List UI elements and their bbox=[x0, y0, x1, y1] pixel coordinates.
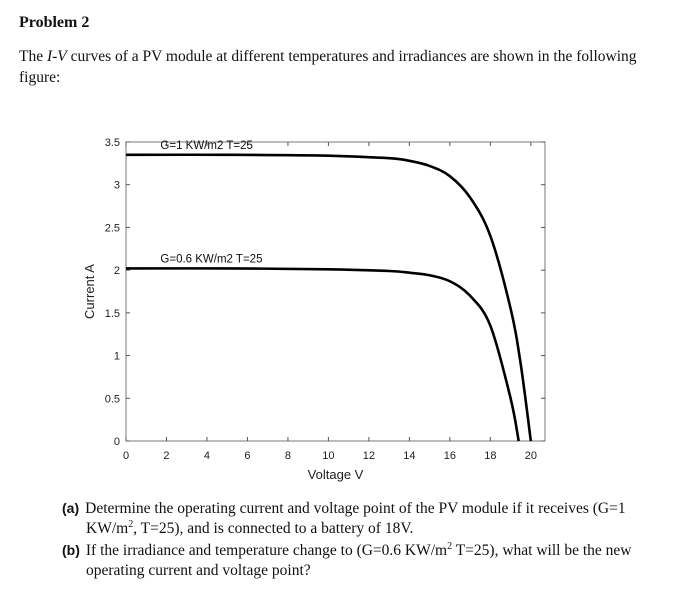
series-annotation-2: G=0.6 KW/m2 T=25 bbox=[160, 253, 262, 265]
question-b-label: (b) bbox=[62, 542, 80, 558]
x-tick-label: 12 bbox=[363, 450, 375, 462]
question-b: (b) If the irradiance and temperature cha… bbox=[62, 540, 662, 581]
series-line-1 bbox=[125, 153, 533, 442]
x-tick-label: 2 bbox=[163, 450, 169, 462]
problem-title: Problem 2 bbox=[19, 14, 90, 31]
x-axis-label: Voltage V bbox=[308, 467, 364, 482]
plot-frame bbox=[125, 141, 546, 442]
intro-text-end: curves of a PV module at different tempe… bbox=[19, 48, 637, 86]
y-tick-label: 0.5 bbox=[105, 393, 120, 405]
question-a: (a) Determine the operating current and v… bbox=[62, 498, 662, 539]
question-b-unit-exponent: 2 bbox=[447, 540, 453, 552]
y-tick-label: 1 bbox=[114, 351, 120, 363]
x-tick-label: 4 bbox=[204, 450, 210, 462]
x-tick-label: 20 bbox=[525, 450, 537, 462]
x-tick-label: 14 bbox=[403, 450, 415, 462]
y-tick-label: 0 bbox=[114, 436, 120, 448]
question-a-line2: KW/m2, T=25), and is connected to a batt… bbox=[62, 519, 662, 539]
question-a-unit: KW/m bbox=[86, 520, 129, 537]
y-tick-label: 3.5 bbox=[105, 137, 120, 149]
y-tick-label: 2 bbox=[114, 265, 120, 277]
question-a-line1: Determine the operating current and volt… bbox=[85, 500, 626, 517]
question-a-unit-exponent: 2 bbox=[128, 518, 134, 530]
series-line-2 bbox=[125, 267, 520, 442]
x-tick-label: 18 bbox=[484, 450, 496, 462]
x-tick-label: 0 bbox=[123, 450, 129, 462]
x-tick-label: 16 bbox=[444, 450, 456, 462]
intro-text-start: The bbox=[19, 48, 47, 65]
intro-curve-name: I-V bbox=[46, 48, 67, 65]
question-a-line2-rest: , T=25), and is connected to a battery o… bbox=[133, 520, 414, 537]
question-b-line1-end: T=25), what will be the new bbox=[452, 542, 632, 559]
problem-intro: The I-V curves of a PV module at differe… bbox=[19, 46, 659, 88]
question-b-line2: operating current and voltage point? bbox=[86, 562, 311, 579]
x-tick-label: 8 bbox=[285, 450, 291, 462]
series-annotation-1: G=1 KW/m2 T=25 bbox=[160, 140, 252, 152]
question-a-label: (a) bbox=[62, 500, 80, 516]
y-tick-label: 2.5 bbox=[105, 222, 120, 234]
x-tick-label: 10 bbox=[322, 450, 334, 462]
question-b-line1-start: If the irradiance and temperature change… bbox=[85, 542, 448, 559]
y-tick-label: 1.5 bbox=[105, 308, 120, 320]
y-tick-label: 3 bbox=[114, 180, 120, 192]
y-axis-label: Current A bbox=[82, 264, 97, 319]
x-tick-label: 6 bbox=[244, 450, 250, 462]
